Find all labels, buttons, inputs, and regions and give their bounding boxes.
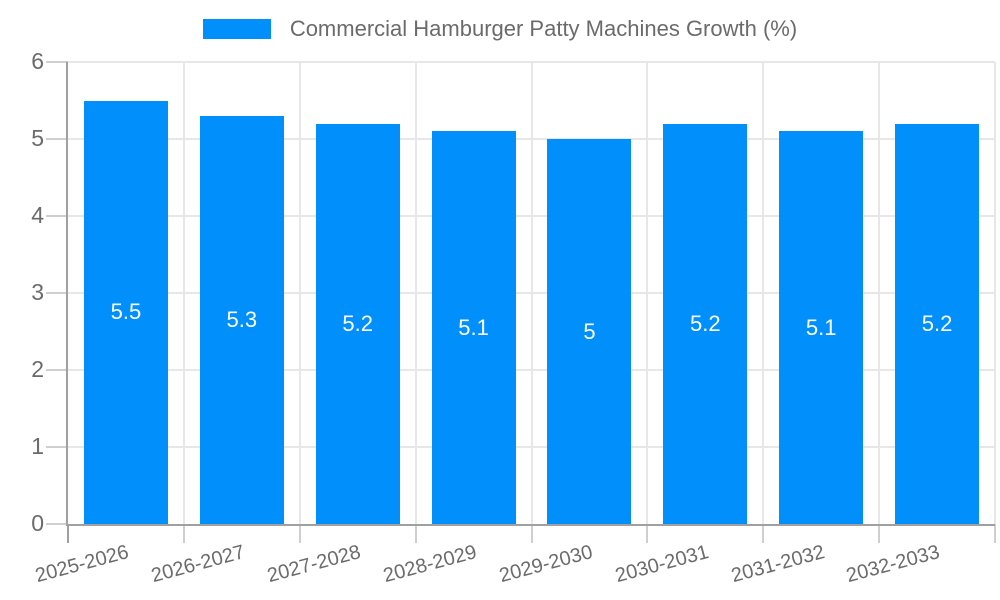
legend-label: Commercial Hamburger Patty Machines Grow… xyxy=(289,16,798,41)
bar-value-label: 5.1 xyxy=(805,314,837,340)
y-tick-mark xyxy=(46,138,68,140)
bar-value-label: 5.3 xyxy=(226,306,258,332)
bar-2026-2027[interactable]: 5.3 xyxy=(199,115,284,524)
y-tick-label: 0 xyxy=(31,510,44,537)
bar-value-label: 5 xyxy=(583,318,596,344)
x-tick-label: 2028-2029 xyxy=(380,541,479,588)
bar-value-label: 5.5 xyxy=(110,299,142,325)
bar-2031-2032[interactable]: 5.1 xyxy=(779,131,864,524)
y-tick-label: 5 xyxy=(31,125,44,152)
x-axis-line xyxy=(66,524,995,526)
x-tick-mark xyxy=(878,524,881,543)
legend-swatch xyxy=(202,19,271,39)
y-tick-label: 2 xyxy=(31,356,44,383)
y-tick-mark xyxy=(46,292,68,294)
x-tick-mark xyxy=(646,524,649,543)
y-tick-mark xyxy=(46,446,68,448)
x-gridline xyxy=(298,62,301,524)
y-tick-mark xyxy=(46,61,68,63)
x-tick-label: 2031-2032 xyxy=(728,541,827,588)
x-tick-label: 2030-2031 xyxy=(612,541,711,588)
x-tick-mark xyxy=(182,524,185,543)
y-tick-label: 3 xyxy=(31,279,44,306)
y-tick-label: 4 xyxy=(31,202,44,229)
y-tick-label: 1 xyxy=(31,433,44,460)
x-tick-label: 2025-2026 xyxy=(33,541,132,588)
x-tick-label: 2029-2030 xyxy=(496,541,595,588)
y-tick-mark xyxy=(46,369,68,371)
bar-2027-2028[interactable]: 5.2 xyxy=(315,123,400,524)
x-tick-label: 2032-2033 xyxy=(844,541,943,588)
bar-2028-2029[interactable]: 5.1 xyxy=(431,131,516,524)
legend-item[interactable]: Commercial Hamburger Patty Machines Grow… xyxy=(202,16,798,42)
bar-2032-2033[interactable]: 5.2 xyxy=(895,123,980,524)
bar-2030-2031[interactable]: 5.2 xyxy=(663,123,748,524)
x-tick-mark xyxy=(994,524,996,543)
chart-legend: Commercial Hamburger Patty Machines Grow… xyxy=(0,16,1000,42)
x-gridline xyxy=(530,62,533,524)
y-axis-line xyxy=(66,62,68,524)
x-gridline xyxy=(182,62,185,524)
x-gridline xyxy=(878,62,881,524)
x-tick-mark xyxy=(298,524,301,543)
x-gridline xyxy=(762,62,765,524)
x-tick-mark xyxy=(414,524,417,543)
bar-value-label: 5.2 xyxy=(690,310,721,336)
x-tick-label: 2027-2028 xyxy=(265,541,364,588)
bar-value-label: 5.1 xyxy=(458,314,489,340)
x-tick-mark xyxy=(762,524,765,543)
y-tick-label: 6 xyxy=(31,48,44,75)
x-tick-mark xyxy=(530,524,533,543)
x-gridline xyxy=(646,62,649,524)
bar-value-label: 5.2 xyxy=(921,310,953,336)
y-tick-mark xyxy=(46,215,68,217)
x-gridline xyxy=(994,62,996,524)
bar-value-label: 5.2 xyxy=(342,310,373,336)
y-tick-mark xyxy=(46,523,68,525)
x-tick-label: 2026-2027 xyxy=(149,541,248,588)
x-gridline xyxy=(414,62,417,524)
x-tick-mark xyxy=(67,524,69,543)
bar-2025-2026[interactable]: 5.5 xyxy=(83,100,168,524)
bar-2029-2030[interactable]: 5 xyxy=(547,139,632,524)
